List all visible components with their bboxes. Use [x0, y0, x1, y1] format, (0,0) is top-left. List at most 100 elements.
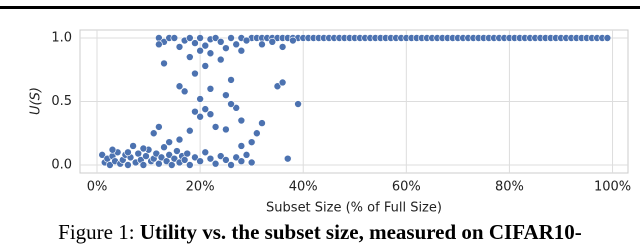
x-tick-label: 20%: [186, 180, 215, 195]
point: [142, 152, 150, 160]
point: [232, 104, 241, 112]
point: [155, 40, 163, 49]
point: [242, 36, 251, 45]
y-tick-label: 0.5: [51, 94, 72, 109]
top-rule: [0, 6, 640, 9]
point: [268, 38, 277, 46]
point: [289, 36, 297, 45]
point: [170, 34, 179, 42]
point: [196, 34, 204, 42]
point: [157, 153, 166, 162]
point: [129, 142, 137, 150]
point: [273, 82, 282, 91]
point: [201, 41, 210, 50]
point: [227, 100, 235, 108]
y-tick-label: 1.0: [51, 31, 72, 46]
point: [237, 142, 246, 150]
point: [222, 91, 230, 99]
point: [139, 144, 148, 153]
point: [160, 59, 168, 68]
point: [196, 95, 204, 103]
point: [149, 129, 158, 138]
point: [173, 147, 181, 155]
point: [191, 153, 199, 162]
x-tick-label: 40%: [289, 180, 318, 195]
point: [211, 123, 220, 131]
point: [180, 156, 189, 164]
point: [201, 62, 210, 70]
point: [201, 148, 210, 157]
point: [124, 161, 132, 169]
point: [165, 138, 173, 146]
point: [196, 112, 204, 121]
point: [175, 135, 184, 144]
point: [108, 145, 117, 154]
point: [227, 34, 235, 42]
point: [196, 157, 204, 165]
point: [183, 149, 192, 158]
point: [186, 53, 194, 61]
point: [253, 129, 261, 138]
point: [222, 125, 230, 134]
point: [206, 49, 215, 58]
caption-text: Utility vs. the subset size, measured on…: [140, 220, 582, 244]
point: [227, 161, 235, 169]
point: [237, 157, 246, 165]
point: [247, 138, 256, 146]
point: [211, 159, 220, 168]
point: [232, 153, 241, 162]
point: [283, 154, 292, 163]
point: [175, 82, 184, 91]
point: [186, 34, 194, 42]
point: [186, 126, 194, 135]
point: [227, 76, 235, 84]
point: [216, 152, 225, 160]
point: [186, 161, 194, 169]
point: [191, 107, 199, 116]
point: [247, 158, 256, 167]
point: [206, 110, 215, 118]
point: [211, 34, 220, 42]
point: [242, 151, 251, 159]
point: [155, 159, 163, 168]
x-tick-label: 60%: [392, 180, 421, 195]
point: [294, 100, 302, 108]
point: [165, 151, 173, 159]
point: [603, 34, 612, 42]
point: [139, 161, 148, 169]
point: [162, 157, 171, 165]
caption-label: Figure 1:: [58, 220, 134, 244]
point: [167, 161, 176, 169]
point: [134, 149, 143, 158]
point: [170, 154, 179, 163]
point: [237, 116, 246, 125]
point: [155, 123, 163, 131]
point: [152, 149, 161, 158]
point: [222, 44, 230, 52]
point: [191, 69, 199, 78]
y-tick-label: 0.0: [51, 157, 72, 172]
point: [278, 78, 287, 87]
point: [278, 43, 287, 51]
point: [206, 154, 215, 163]
point: [232, 40, 241, 49]
point: [106, 161, 114, 169]
point: [124, 148, 132, 157]
x-axis-label: Subset Size (% of Full Size): [266, 201, 442, 216]
point: [201, 105, 210, 113]
point: [258, 119, 266, 127]
y-axis-label: U(S): [29, 87, 44, 115]
x-tick-label: 100%: [594, 180, 631, 195]
point: [175, 43, 184, 51]
point: [196, 46, 204, 55]
points: [98, 34, 612, 169]
point: [258, 40, 266, 49]
point: [98, 151, 106, 159]
point: [160, 143, 168, 152]
point: [206, 85, 215, 93]
point: [216, 38, 225, 46]
x-tick-label: 0%: [87, 180, 108, 195]
point: [216, 55, 225, 64]
